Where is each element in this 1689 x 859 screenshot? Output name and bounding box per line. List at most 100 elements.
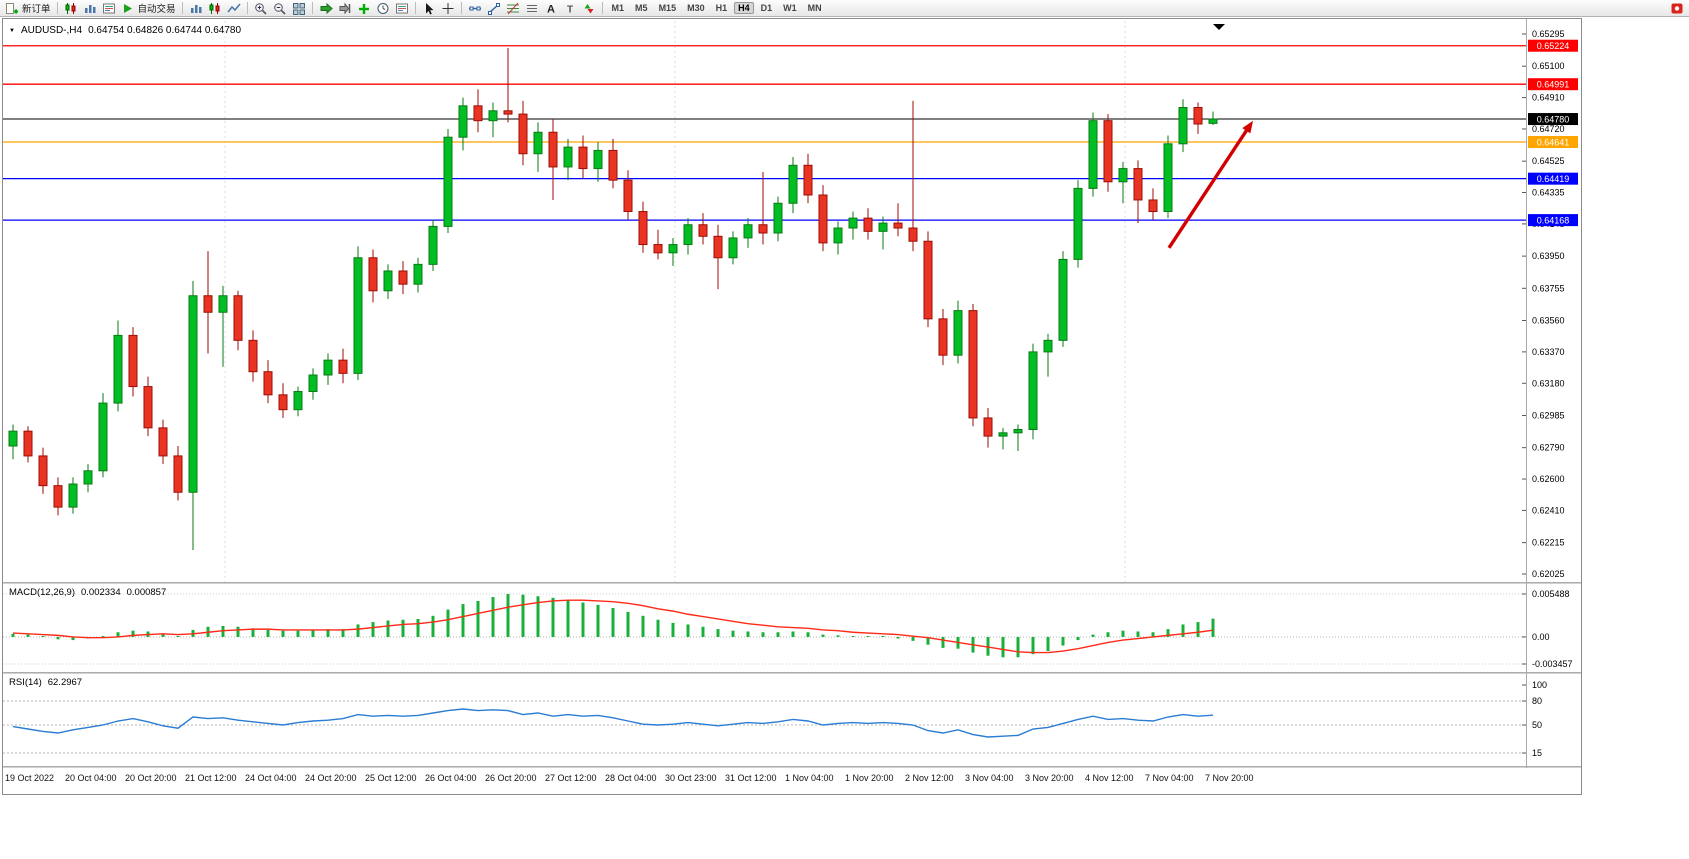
rsi-legend: RSI(14) 62.2967 (9, 677, 82, 688)
symbol-period-label: AUDUSD-,H4 (20, 25, 83, 36)
channel-button[interactable] (523, 1, 541, 16)
time-axis-label: 21 Oct 12:00 (185, 773, 237, 783)
horizontal-line-button[interactable] (466, 1, 484, 16)
add-indicator-button[interactable] (355, 1, 373, 16)
timeframe-h1-button[interactable]: H1 (715, 3, 728, 13)
chart-shift-marker[interactable] (1213, 24, 1225, 30)
zoom-out-button[interactable] (271, 1, 289, 16)
time-axis-label: 24 Oct 04:00 (245, 773, 297, 783)
toolbar-separator (246, 2, 248, 14)
cursor-button[interactable] (420, 1, 438, 16)
candles-layer (8, 48, 1218, 551)
auto-trading-button[interactable]: 自动交易 (119, 1, 178, 16)
rsi-axis-tick: 50 (1532, 720, 1542, 730)
timeframe-mn-button[interactable]: MN (807, 3, 822, 13)
svg-text:T: T (566, 4, 572, 15)
time-axis-label: 3 Nov 04:00 (965, 773, 1014, 783)
panel-splitter-rsi[interactable] (3, 672, 1581, 674)
chart-shift-button[interactable] (336, 1, 354, 16)
toolbar-separator (601, 2, 603, 14)
auto-scroll-button[interactable] (317, 1, 335, 16)
svg-text:0.64991: 0.64991 (1537, 80, 1570, 90)
price-chart-panel[interactable]: 0.65295 0.65100 0.64910 0.64720 0.64525 0.643… (3, 21, 1579, 582)
price-axis-tick: 0.62790 (1532, 443, 1565, 453)
time-axis-separator (3, 766, 1581, 768)
new-chart-button[interactable] (62, 1, 80, 16)
time-axis-label: 7 Nov 04:00 (1145, 773, 1194, 783)
rsi-name: RSI(14) (9, 677, 42, 688)
text-button[interactable]: A (542, 1, 560, 16)
price-axis-tick: 0.63950 (1532, 251, 1565, 261)
price-axis-tick: 0.63560 (1532, 316, 1565, 326)
horizontal-line-icon (468, 6, 481, 10)
macd-signal-value: 0.000857 (126, 587, 167, 598)
time-axis-label: 20 Oct 20:00 (125, 773, 177, 783)
timeframe-m30-button[interactable]: M30 (687, 3, 705, 13)
macd-legend: MACD(12,26,9) 0.002334 0.000857 (9, 587, 166, 598)
market-watch-button[interactable] (100, 1, 118, 16)
rsi-axis-tick: 15 (1532, 748, 1542, 758)
community-button[interactable] (1668, 1, 1686, 16)
new-order-button[interactable]: 新订单 (3, 1, 53, 16)
ohlc-values: 0.64754 0.64826 0.64744 0.64780 (88, 25, 242, 36)
crosshair-button[interactable] (439, 1, 457, 16)
crosshair-icon (442, 2, 454, 14)
time-axis-label: 24 Oct 20:00 (305, 773, 357, 783)
panel-splitter-macd[interactable] (3, 582, 1581, 584)
time-axis[interactable]: 19 Oct 2022 20 Oct 04:00 20 Oct 20:00 21 Oc… (3, 768, 1581, 793)
price-axis-tick: 0.64910 (1532, 93, 1565, 103)
macd-axis-tick: 0.005488 (1532, 589, 1570, 599)
price-axis-tick: 0.65100 (1532, 61, 1565, 71)
time-axis-label: 20 Oct 04:00 (65, 773, 117, 783)
price-axis-tick: 0.62410 (1532, 505, 1565, 515)
timeframe-d1-button[interactable]: D1 (760, 3, 773, 13)
macd-main-value: 0.002334 (81, 587, 121, 598)
price-axis-tick: 0.63755 (1532, 283, 1565, 293)
price-badge-0.64419 (1528, 172, 1578, 185)
timeframe-m1-button[interactable]: M1 (611, 3, 625, 13)
templates-button[interactable] (393, 1, 411, 16)
symbol-menu-icon[interactable]: ▼ (9, 27, 15, 34)
periodicity-button[interactable] (374, 1, 392, 16)
candlestick-chart-button[interactable] (206, 1, 224, 16)
price-axis-tick: 0.64720 (1532, 124, 1565, 134)
rsi-axis-tick: 100 (1532, 680, 1547, 690)
rsi-value: 62.2967 (47, 677, 83, 688)
arrows-icon (584, 3, 594, 13)
trend-arrow[interactable] (1167, 126, 1251, 249)
toolbar-separator (311, 2, 313, 14)
text-label-button[interactable]: T (561, 1, 579, 16)
auto-trading-icon (123, 3, 132, 13)
timeframe-m5-button[interactable]: M5 (635, 3, 648, 13)
price-axis-tick: 0.65295 (1532, 29, 1565, 39)
arrows-button[interactable] (580, 1, 598, 16)
timeframe-w1-button[interactable]: W1 (783, 3, 797, 13)
time-axis-label: 1 Nov 04:00 (785, 773, 834, 783)
trend-arrow-head (1242, 120, 1253, 134)
line-chart-button[interactable] (225, 1, 243, 16)
trendline-button[interactable] (485, 1, 503, 16)
cursor-icon (425, 2, 434, 15)
fibonacci-button[interactable] (504, 1, 522, 16)
svg-text:0.64168: 0.64168 (1537, 216, 1570, 226)
time-axis-label: 26 Oct 04:00 (425, 773, 477, 783)
rsi-line (12, 708, 1214, 738)
bar-chart-icon (190, 4, 202, 13)
profiles-button[interactable] (81, 1, 99, 16)
time-axis-label: 7 Nov 20:00 (1205, 773, 1254, 783)
macd-signal-line (12, 599, 1214, 654)
time-axis-label: 31 Oct 12:00 (725, 773, 777, 783)
rsi-panel[interactable]: 100 80 50 15 (3, 674, 1579, 766)
tile-windows-button[interactable] (290, 1, 308, 16)
toolbar-separator (181, 2, 183, 14)
timeframe-m15-button[interactable]: M15 (658, 3, 677, 13)
time-axis-label: 30 Oct 23:00 (665, 773, 717, 783)
zoom-in-button[interactable] (252, 1, 270, 16)
chart-shift-icon (339, 2, 350, 14)
toolbar-separator (460, 2, 462, 14)
macd-panel[interactable]: 0.005488 0.00 -0.003457 (3, 584, 1579, 672)
time-axis-label: 25 Oct 12:00 (365, 773, 417, 783)
bar-chart-button[interactable] (187, 1, 205, 16)
price-badge-0.65224 (1528, 39, 1578, 52)
timeframe-h4-button[interactable]: H4 (734, 2, 754, 14)
